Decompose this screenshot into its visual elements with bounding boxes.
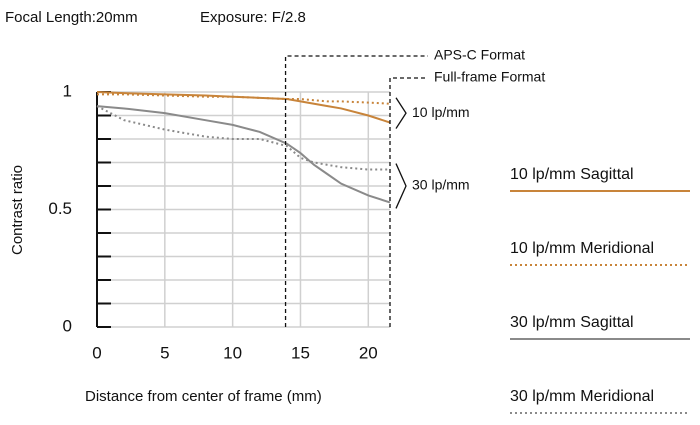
series-line bbox=[96, 105, 390, 171]
y-tick-label: 0.5 bbox=[48, 199, 72, 218]
format-line bbox=[284, 55, 428, 327]
header-focal: Focal Length:20mm bbox=[5, 9, 138, 26]
legend-label: 30 lp/mm Sagittal bbox=[510, 314, 634, 331]
series-line bbox=[96, 91, 391, 124]
x-tick-label: 10 bbox=[223, 343, 242, 362]
format-line bbox=[389, 77, 428, 327]
x-tick-label: 15 bbox=[291, 343, 310, 362]
format-label: Full-frame Format bbox=[434, 69, 545, 85]
legend-label: 30 lp/mm Meridional bbox=[510, 388, 654, 405]
bracket bbox=[395, 97, 407, 129]
bracket-label: 30 lp/mm bbox=[412, 177, 470, 193]
x-tick-label: 5 bbox=[160, 343, 169, 362]
bracket-label: 10 lp/mm bbox=[412, 104, 470, 120]
header-exposure: Exposure: F/2.8 bbox=[200, 9, 306, 26]
x-tick-label: 0 bbox=[92, 343, 101, 362]
series-line bbox=[97, 93, 391, 105]
legend-label: 10 lp/mm Sagittal bbox=[510, 166, 634, 183]
legend-label: 10 lp/mm Meridional bbox=[510, 240, 654, 257]
y-tick-label: 0 bbox=[63, 316, 72, 335]
y-axis-title: Contrast ratio bbox=[9, 165, 26, 255]
y-tick-label: 1 bbox=[63, 81, 72, 100]
bracket bbox=[395, 163, 407, 209]
series-line bbox=[96, 105, 391, 204]
format-label: APS-C Format bbox=[434, 47, 525, 63]
x-axis-title: Distance from center of frame (mm) bbox=[85, 388, 322, 405]
x-tick-label: 20 bbox=[359, 343, 378, 362]
